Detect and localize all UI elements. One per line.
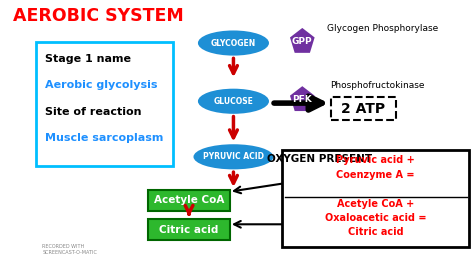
Text: Acetyle CoA: Acetyle CoA	[154, 196, 224, 205]
Text: Aerobic glycolysis: Aerobic glycolysis	[45, 80, 157, 90]
Text: Stage 1 name: Stage 1 name	[45, 54, 131, 64]
Text: Acetyle CoA +: Acetyle CoA +	[337, 199, 414, 209]
FancyBboxPatch shape	[283, 150, 469, 247]
Text: GLUCOSE: GLUCOSE	[213, 97, 254, 106]
Text: GPP: GPP	[292, 37, 313, 46]
Ellipse shape	[193, 144, 273, 169]
Text: Coenzyme A =: Coenzyme A =	[337, 170, 415, 180]
Text: AEROBIC SYSTEM: AEROBIC SYSTEM	[13, 7, 183, 25]
Text: GLYCOGEN: GLYCOGEN	[211, 39, 256, 48]
FancyBboxPatch shape	[36, 42, 173, 166]
Text: 2 ATP: 2 ATP	[341, 102, 385, 115]
FancyBboxPatch shape	[148, 219, 230, 240]
Text: RECORDED WITH
SCREENCAST-O-MATIC: RECORDED WITH SCREENCAST-O-MATIC	[43, 244, 97, 255]
Ellipse shape	[198, 89, 269, 114]
Text: Glycogen Phosphorylase: Glycogen Phosphorylase	[327, 24, 438, 33]
Text: PYRUVIC ACID: PYRUVIC ACID	[203, 152, 264, 161]
Text: Pyruvic acid +: Pyruvic acid +	[336, 156, 415, 165]
Text: Citric acid: Citric acid	[159, 225, 219, 235]
FancyBboxPatch shape	[148, 190, 230, 211]
Text: Phosphofructokinase: Phosphofructokinase	[330, 81, 425, 90]
Text: Site of reaction: Site of reaction	[45, 107, 141, 117]
Polygon shape	[290, 28, 315, 53]
Text: PFK: PFK	[292, 95, 312, 105]
Text: Muscle sarcoplasm: Muscle sarcoplasm	[45, 133, 163, 143]
Polygon shape	[290, 86, 315, 111]
Text: OXYGEN PRESENT: OXYGEN PRESENT	[267, 155, 372, 164]
Ellipse shape	[198, 31, 269, 56]
FancyBboxPatch shape	[331, 97, 396, 120]
Text: Oxaloacetic acid =: Oxaloacetic acid =	[325, 213, 426, 223]
Text: Citric acid: Citric acid	[348, 227, 403, 237]
